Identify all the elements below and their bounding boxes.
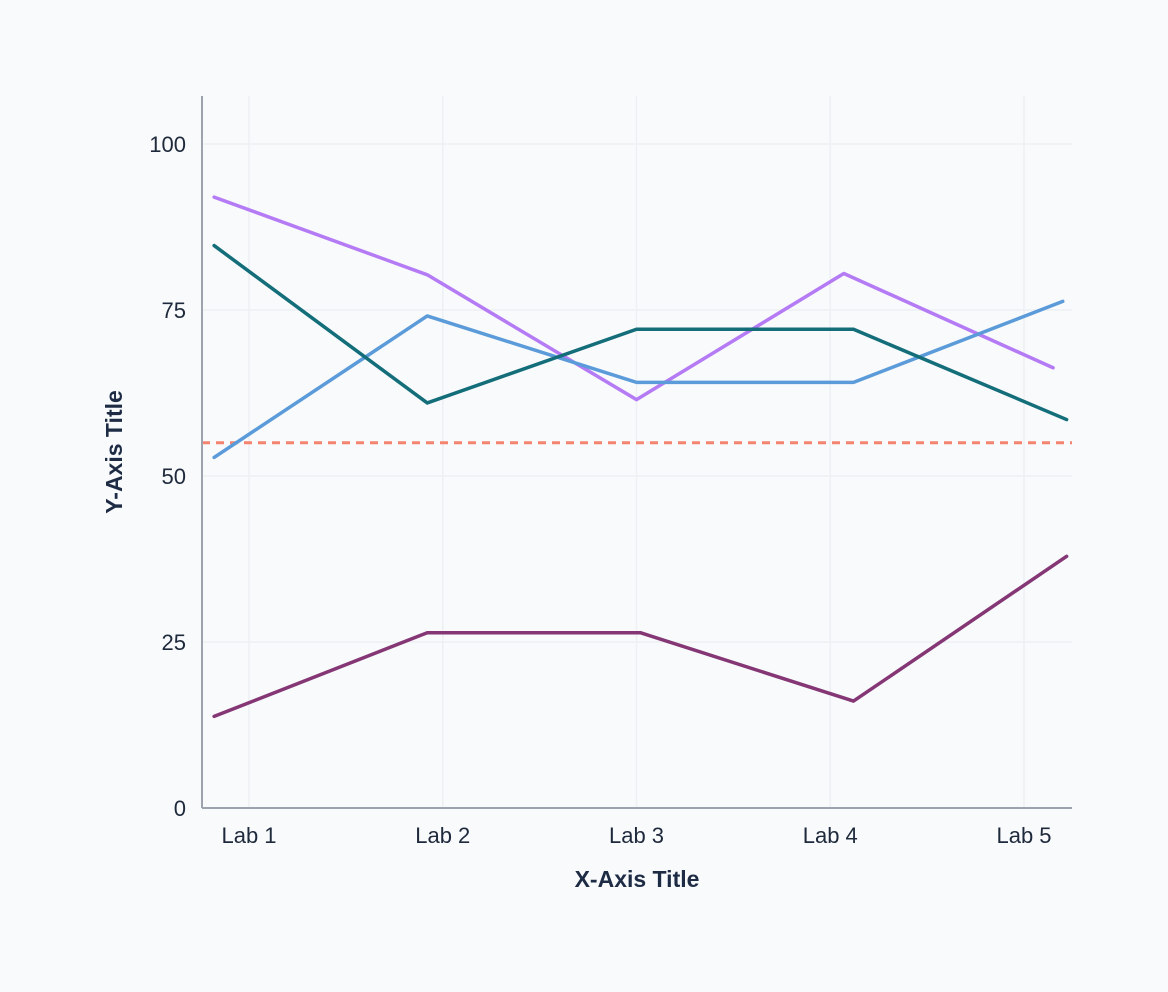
x-axis-title: X-Axis Title: [575, 866, 700, 892]
x-tick-label: Lab 2: [415, 823, 470, 848]
x-tick-label: Lab 1: [221, 823, 276, 848]
y-tick-label: 25: [162, 630, 186, 655]
y-axis-title: Y-Axis Title: [101, 390, 127, 514]
y-tick-label: 50: [162, 464, 186, 489]
series-line-4: [212, 554, 1069, 719]
series-line-1: [212, 195, 1055, 402]
series-lines: [212, 195, 1069, 719]
x-tick-label: Lab 3: [609, 823, 664, 848]
series-line-3: [212, 243, 1069, 422]
x-tick-label: Lab 5: [996, 823, 1051, 848]
y-tick-labels: 0 25 50 75 100: [149, 132, 186, 821]
grid-lines: [202, 96, 1072, 808]
x-tick-label: Lab 4: [803, 823, 858, 848]
y-tick-label: 100: [149, 132, 186, 157]
y-tick-label: 75: [162, 298, 186, 323]
y-tick-label: 0: [174, 796, 186, 821]
axes: [201, 96, 1072, 809]
x-tick-labels: Lab 1 Lab 2 Lab 3 Lab 4 Lab 5: [221, 823, 1051, 848]
series-line-2: [212, 299, 1065, 460]
